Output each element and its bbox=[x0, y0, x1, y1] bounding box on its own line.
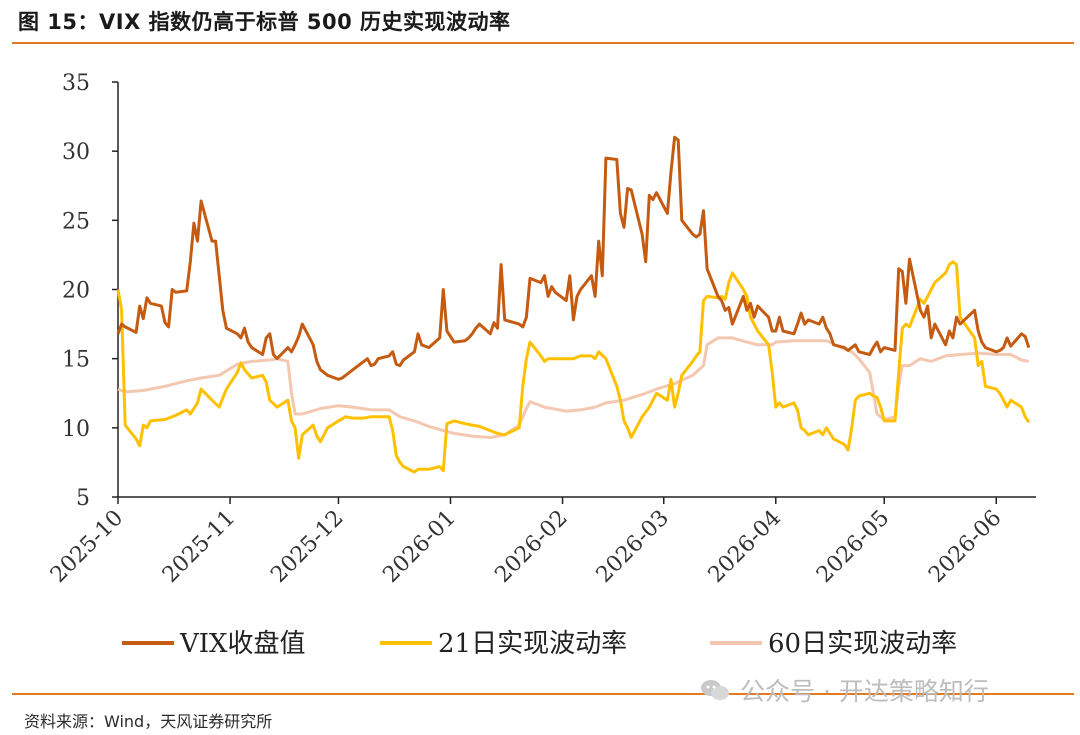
y-tick-label: 10 bbox=[62, 417, 90, 442]
series-line-2 bbox=[117, 336, 1030, 439]
watermark-text: 公众号 · 开达策略知行 bbox=[740, 677, 989, 706]
x-tick-label: 2026-04 bbox=[704, 506, 786, 588]
vix-chart: 5 10 15 20 25 30 35 2025-10 2025-11 2025-12 2026-0… bbox=[46, 71, 1036, 659]
x-tick-label: 2025-10 bbox=[46, 506, 128, 588]
y-tick-label: 20 bbox=[62, 279, 90, 304]
y-tick-label: 5 bbox=[76, 486, 90, 511]
chart-legend: VIX收盘值 21日实现波动率 60日实现波动率 bbox=[122, 629, 957, 659]
top-rule bbox=[12, 42, 1074, 44]
chart-lines bbox=[116, 135, 1031, 474]
series-line-0 bbox=[116, 135, 1031, 381]
x-tick-label: 2025-11 bbox=[158, 506, 240, 588]
chart-axes: 5 10 15 20 25 30 35 2025-10 2025-11 2025-12 2026-0… bbox=[46, 71, 1036, 588]
legend-label-0: VIX收盘值 bbox=[179, 629, 306, 659]
x-tick-label: 2026-06 bbox=[924, 506, 1006, 588]
bottom-rule bbox=[12, 693, 1074, 695]
x-tick-label: 2025-12 bbox=[266, 506, 348, 588]
y-tick-label: 30 bbox=[62, 140, 90, 165]
wechat-icon bbox=[701, 680, 729, 700]
figure-title: 图 15：VIX 指数仍高于标普 500 历史实现波动率 bbox=[18, 10, 511, 34]
x-tick-label: 2026-01 bbox=[378, 506, 460, 588]
x-tick-label: 2026-05 bbox=[812, 506, 894, 588]
x-tick-label: 2026-02 bbox=[490, 506, 572, 588]
watermark: 公众号 · 开达策略知行 bbox=[700, 672, 989, 708]
x-tick-label: 2026-03 bbox=[592, 506, 674, 588]
source-note: 资料来源：Wind，天风证券研究所 bbox=[24, 712, 273, 731]
y-tick-label: 35 bbox=[62, 71, 90, 96]
legend-label-1: 21日实现波动率 bbox=[438, 629, 627, 659]
series-line-1 bbox=[116, 260, 1031, 474]
y-tick-label: 15 bbox=[62, 348, 90, 373]
y-tick-label: 25 bbox=[62, 209, 90, 234]
legend-label-2: 60日实现波动率 bbox=[768, 629, 957, 659]
